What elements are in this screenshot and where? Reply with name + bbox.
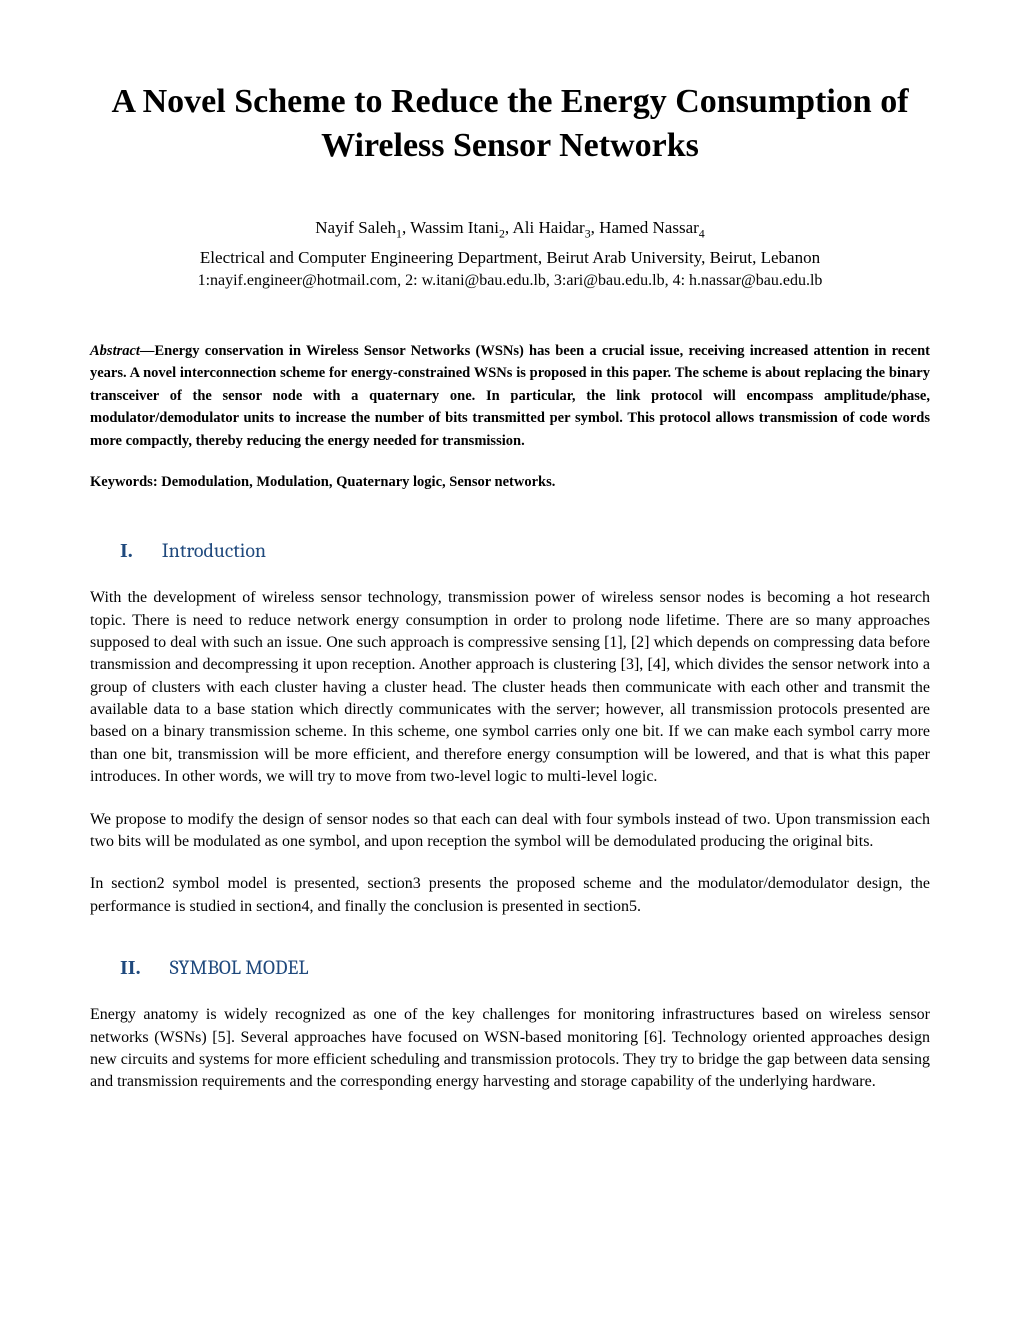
section-1-para-3: In section2 symbol model is presented, s…: [90, 873, 930, 918]
section-2-title: SYMBOL MODEL: [170, 956, 309, 979]
section-2-roman: II.: [120, 957, 141, 979]
emails-line: 1:nayif.engineer@hotmail.com, 2: w.itani…: [90, 272, 930, 290]
paper-title: A Novel Scheme to Reduce the Energy Cons…: [90, 80, 930, 168]
section-1-para-2: We propose to modify the design of senso…: [90, 809, 930, 854]
abstract-block: Abstract—Energy conservation in Wireless…: [90, 340, 930, 452]
affiliation-line: Electrical and Computer Engineering Depa…: [90, 248, 930, 268]
authors-line: Nayif Saleh1, Wassim Itani2, Ali Haidar3…: [90, 218, 930, 241]
section-1-para-1: With the development of wireless sensor …: [90, 587, 930, 789]
section-1-heading: I. Introduction: [120, 539, 930, 563]
section-2-para-1: Energy anatomy is widely recognized as o…: [90, 1004, 930, 1094]
keywords-line: Keywords: Demodulation, Modulation, Quat…: [90, 474, 930, 491]
section-1-title: Introduction: [162, 539, 266, 562]
abstract-label: Abstract—: [90, 343, 154, 359]
abstract-text: Energy conservation in Wireless Sensor N…: [90, 343, 930, 449]
section-1-roman: I.: [120, 540, 133, 562]
section-2-heading: II. SYMBOL MODEL: [120, 956, 930, 980]
paper-page: A Novel Scheme to Reduce the Energy Cons…: [0, 0, 1020, 1320]
